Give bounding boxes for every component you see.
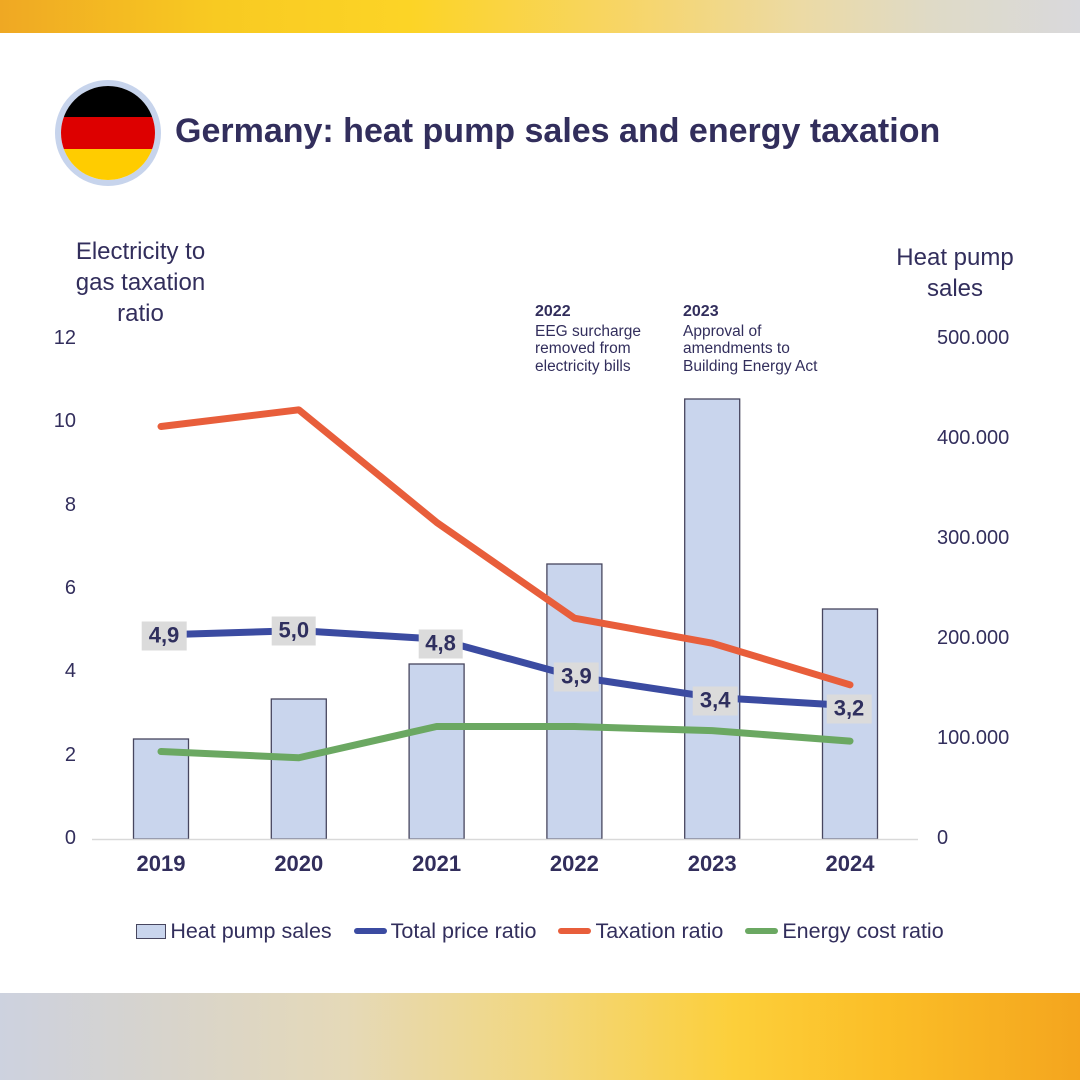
- line-total-price-ratio: [157, 627, 854, 710]
- line-energy-cost-ratio: [157, 723, 854, 762]
- annotation-line: electricity bills: [535, 357, 631, 375]
- value-label-2024: 3,2: [826, 694, 872, 724]
- annotation-line: Building Energy Act: [683, 357, 818, 375]
- left-tick-0: 0: [64, 827, 76, 849]
- right-tick-300.000: 300.000: [937, 527, 1010, 549]
- annotation-year: 2023: [683, 303, 719, 320]
- year-label-2023: 2023: [687, 851, 737, 876]
- annotation-line: removed from: [535, 340, 631, 357]
- legend-label: Taxation ratio: [595, 918, 724, 943]
- flag-stripe-red: [61, 117, 155, 149]
- value-label-2019: 4,9: [141, 621, 187, 651]
- year-label-2021: 2021: [412, 851, 462, 876]
- year-label-2024: 2024: [825, 851, 875, 876]
- right-tick-500.000: 500.000: [937, 327, 1010, 349]
- left-tick-12: 12: [53, 327, 76, 349]
- bar-2022: [546, 563, 603, 840]
- legend-swatch: [745, 928, 779, 934]
- value-label-2021: 4,8: [418, 629, 463, 659]
- year-label-2020: 2020: [274, 851, 324, 876]
- legend-swatch: [558, 928, 592, 934]
- top-gradient-band: [0, 0, 1080, 33]
- right-tick-400.000: 400.000: [937, 427, 1010, 449]
- legend-label: Energy cost ratio: [782, 918, 944, 943]
- left-axis-title: Electricity to gas taxation ratio: [75, 238, 206, 327]
- left-tick-2: 2: [64, 743, 76, 766]
- chart-legend: Heat pump sales Total price ratio Taxation…: [0, 912, 1080, 950]
- left-tick-6: 6: [64, 577, 76, 599]
- page-title: Germany: heat pump sales and energy taxa…: [175, 112, 941, 150]
- annotation-year: 2022: [535, 303, 571, 320]
- line-taxation-ratio: [157, 406, 854, 689]
- annotation-line: EEG surcharge: [535, 322, 641, 340]
- legend-item-taxation-ratio: Taxation ratio: [558, 919, 723, 944]
- left-tick-4: 4: [64, 660, 76, 683]
- bar-2024: [821, 608, 879, 840]
- annotation-2022: 2022 EEG surcharge removed from electricity…: [535, 303, 670, 375]
- bar-2023: [684, 398, 741, 840]
- year-label-2019: 2019: [136, 851, 186, 876]
- bar-2020: [270, 698, 327, 840]
- value-label-2020: 5,0: [271, 616, 317, 646]
- bar-2021: [408, 663, 465, 840]
- annotation-line: Approval of: [683, 322, 762, 340]
- value-label-2023: 3,4: [692, 686, 738, 716]
- right-axis-title: Heat pump sales: [896, 244, 1014, 302]
- annotation-line: amendments to: [683, 340, 790, 357]
- legend-item-energy-cost-ratio: Energy cost ratio: [745, 918, 944, 944]
- legend-item-total-price-ratio: Total price ratio: [353, 918, 537, 944]
- left-tick-10: 10: [53, 410, 76, 433]
- bottom-gradient-band: ehpa. 25 years ★★★★★★★★: [0, 993, 1080, 1080]
- year-label-2022: 2022: [549, 851, 599, 876]
- legend-label: Total price ratio: [390, 918, 537, 943]
- right-tick-200.000: 200.000: [937, 627, 1010, 649]
- annotation-2023: 2023 Approval of amendments to Building Ene…: [683, 303, 863, 375]
- left-tick-8: 8: [64, 493, 76, 516]
- right-tick-0: 0: [937, 827, 949, 849]
- legend-item-heat-pump-sales: Heat pump sales: [136, 918, 332, 944]
- german-flag-icon: [55, 80, 161, 186]
- value-label-2022: 3,9: [554, 662, 599, 691]
- right-tick-100.000: 100.000: [937, 727, 1010, 749]
- legend-swatch: [353, 928, 387, 934]
- legend-label: Heat pump sales: [170, 918, 332, 943]
- legend-swatch: [136, 923, 167, 939]
